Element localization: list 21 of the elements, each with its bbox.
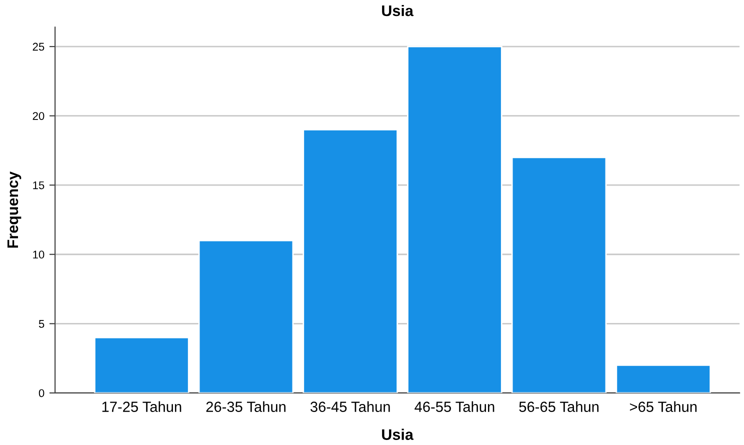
y-axis-title: Frequency bbox=[7, 171, 22, 248]
x-tick-label: 17-25 Tahun bbox=[102, 401, 182, 412]
y-tick-label: 0 bbox=[38, 389, 44, 398]
x-tick-label: 46-55 Tahun bbox=[414, 401, 494, 412]
y-tick-label: 5 bbox=[38, 320, 44, 328]
y-tick-label: 20 bbox=[32, 112, 44, 120]
chart-title: Usia bbox=[382, 4, 414, 16]
bar bbox=[407, 46, 502, 393]
x-tick-label: 36-45 Tahun bbox=[310, 401, 390, 412]
x-tick-label: >65 Tahun bbox=[630, 401, 697, 412]
y-tick-label: 15 bbox=[33, 181, 44, 190]
y-tick-label: 10 bbox=[33, 250, 44, 259]
bar bbox=[511, 156, 607, 393]
bar bbox=[94, 336, 190, 393]
bar bbox=[616, 364, 712, 393]
bar bbox=[302, 128, 398, 393]
bar bbox=[198, 240, 294, 393]
y-tick-label: 25 bbox=[32, 42, 44, 51]
x-tick-label: 26-35 Tahun bbox=[206, 401, 286, 412]
x-tick-label: 56-65 Tahun bbox=[519, 401, 598, 412]
x-axis-title: Usia bbox=[382, 428, 414, 440]
